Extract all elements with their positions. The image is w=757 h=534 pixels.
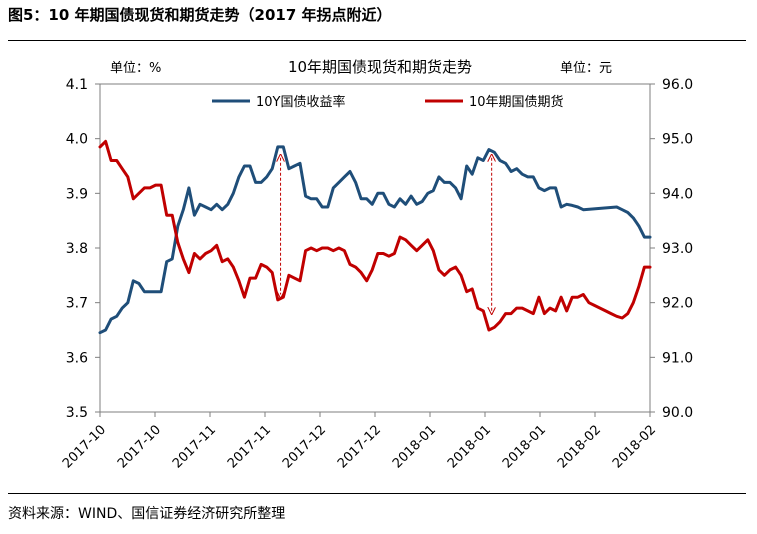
x-tick-label: 2017-11 <box>225 422 274 471</box>
plot-frame <box>99 83 651 413</box>
left-tick-label: 4.0 <box>66 132 88 148</box>
annotation-layer <box>281 158 492 311</box>
right-tick-label: 93.0 <box>662 241 693 257</box>
left-tick-label: 4.1 <box>66 77 88 93</box>
series-line-futures <box>98 139 652 332</box>
left-tick-label: 3.5 <box>66 405 88 421</box>
x-tick-label: 2017-10 <box>115 422 164 471</box>
right-tick-label: 94.0 <box>662 186 693 202</box>
series-line-yield <box>98 145 652 335</box>
x-tick-label: 2018-01 <box>500 422 549 471</box>
source-note: 资料来源：WIND、国信证券经济研究所整理 <box>8 506 286 522</box>
right-unit-label: 单位：元 <box>560 61 612 76</box>
chart-title: 10年期国债现货和期货走势 <box>288 58 472 76</box>
x-tick-label: 2017-12 <box>280 422 329 471</box>
legend-label-futures: 10年期国债期货 <box>469 94 564 110</box>
bottom-rule <box>8 493 746 494</box>
axes-layer <box>99 83 651 413</box>
left-tick-label: 3.7 <box>66 296 88 312</box>
x-tick-label: 2017-11 <box>170 422 219 471</box>
left-tick-label: 3.6 <box>66 350 88 366</box>
top-rule <box>8 40 746 41</box>
x-tick-label: 2018-02 <box>555 422 604 471</box>
right-tick-label: 92.0 <box>662 296 693 312</box>
x-tick-label: 2017-12 <box>335 422 384 471</box>
x-tick-label: 2017-10 <box>60 422 109 471</box>
left-tick-label: 3.8 <box>66 241 88 257</box>
legend: 10Y国债收益率 10年期国债期货 <box>212 94 564 110</box>
left-unit-label: 单位：% <box>110 61 161 76</box>
right-tick-label: 95.0 <box>662 132 693 148</box>
right-tick-label: 91.0 <box>662 350 693 366</box>
left-tick-label: 3.9 <box>66 186 88 202</box>
right-tick-label: 90.0 <box>662 405 693 421</box>
series-layer <box>98 139 652 335</box>
x-tick-label: 2018-02 <box>610 422 659 471</box>
x-tick-label: 2018-01 <box>445 422 494 471</box>
figure-title: 图5：10 年期国债现货和期货走势（2017 年拐点附近） <box>8 6 392 24</box>
legend-label-yield: 10Y国债收益率 <box>256 94 345 110</box>
x-tick-label: 2018-01 <box>390 422 439 471</box>
right-tick-label: 96.0 <box>662 77 693 93</box>
